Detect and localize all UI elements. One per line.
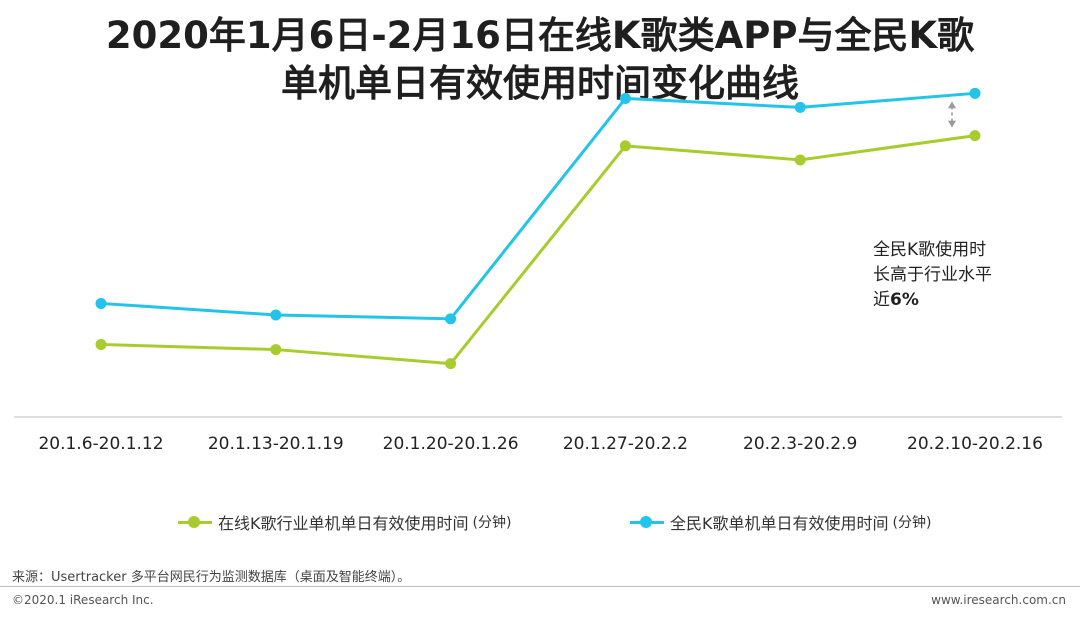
legend-dot-quanmin bbox=[640, 516, 652, 528]
x-tick-label: 20.2.3-20.2.9 bbox=[743, 434, 857, 454]
data-point-industry bbox=[969, 130, 981, 142]
x-tick-label: 20.2.10-20.2.16 bbox=[907, 434, 1043, 454]
annotation-line1: 全民K歌使用时 bbox=[873, 239, 986, 260]
data-point-industry bbox=[794, 154, 806, 166]
annotation-line2: 长高于行业水平 bbox=[873, 265, 992, 285]
legend-unit-industry: (分钟) bbox=[472, 515, 512, 531]
legend-dot-industry bbox=[188, 516, 200, 528]
source-note: 来源：Usertracker 多平台网民行为监测数据库（桌面及智能终端）。 bbox=[12, 570, 411, 585]
annotation-line3: 近6% bbox=[873, 290, 919, 310]
legend-swatch-quanmin bbox=[630, 515, 664, 529]
website-url: www.iresearch.com.cn bbox=[931, 593, 1066, 607]
legend-unit-quanmin: (分钟) bbox=[892, 515, 932, 531]
data-point-industry bbox=[619, 140, 631, 152]
series-line-quanmin bbox=[100, 91, 976, 321]
legend-label-quanmin: 全民K歌单机单日有效使用时间 bbox=[670, 514, 889, 533]
x-tick-label: 20.1.13-20.1.19 bbox=[208, 434, 344, 454]
legend: 在线K歌行业单机单日有效使用时间 (分钟) 全民K歌单机单日有效使用时间 (分钟… bbox=[0, 510, 1080, 536]
series-layer bbox=[95, 87, 981, 370]
data-point-industry bbox=[445, 358, 457, 370]
series-line-industry bbox=[100, 134, 976, 366]
data-point-industry bbox=[95, 338, 107, 350]
legend-item-industry: 在线K歌行业单机单日有效使用时间 (分钟) bbox=[178, 510, 511, 534]
arrow-head-down-icon bbox=[948, 120, 956, 128]
x-tick-label: 20.1.6-20.1.12 bbox=[38, 434, 163, 454]
legend-label-industry: 在线K歌行业单机单日有效使用时间 bbox=[218, 514, 469, 533]
copyright: ©2020.1 iResearch Inc. bbox=[12, 593, 154, 607]
data-point-quanmin bbox=[794, 101, 806, 113]
x-tick-labels: 20.1.6-20.1.12 20.1.13-20.1.19 20.1.20-20.… bbox=[38, 434, 1043, 454]
legend-swatch-industry bbox=[178, 515, 212, 529]
data-point-quanmin bbox=[619, 92, 631, 104]
legend-item-quanmin: 全民K歌单机单日有效使用时间 (分钟) bbox=[630, 510, 931, 534]
annotation: 全民K歌使用时 长高于行业水平 近6% bbox=[873, 101, 992, 310]
annotation-line3-value: 6% bbox=[890, 290, 919, 310]
x-tick-label: 20.1.20-20.1.26 bbox=[383, 434, 519, 454]
x-tick-label: 20.1.27-20.2.2 bbox=[563, 434, 688, 454]
data-point-industry bbox=[270, 344, 282, 356]
chart-title-line1: 2020年1月6日-2月16日在线K歌类APP与全民K歌 bbox=[105, 14, 975, 57]
data-point-quanmin bbox=[445, 313, 457, 325]
footer-divider bbox=[0, 586, 1080, 587]
chart-title: 2020年1月6日-2月16日在线K歌类APP与全民K歌 单机单日有效使用时间变… bbox=[0, 12, 1080, 108]
annotation-line3-prefix: 近 bbox=[873, 290, 890, 310]
data-point-quanmin bbox=[270, 309, 282, 321]
data-point-quanmin bbox=[95, 297, 107, 309]
arrow-head-up-icon bbox=[948, 101, 956, 109]
chart-title-line2: 单机单日有效使用时间变化曲线 bbox=[281, 62, 799, 105]
data-point-quanmin bbox=[969, 87, 981, 99]
